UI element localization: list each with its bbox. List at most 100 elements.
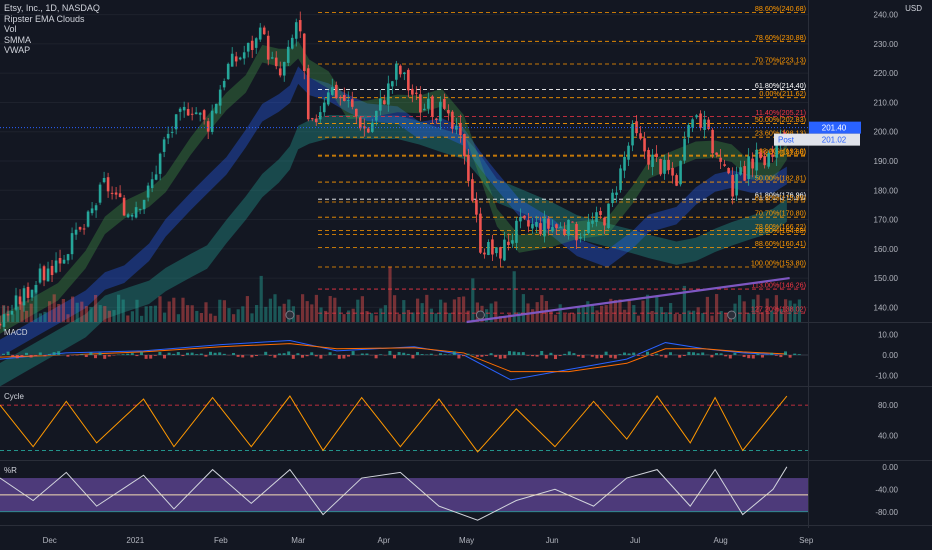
macd-histogram-bar	[278, 353, 281, 355]
post-label: Post	[778, 136, 795, 145]
fib-level-label: 100.00%(153.80)	[751, 258, 806, 267]
candle-body	[94, 205, 98, 211]
macd-histogram-bar	[692, 352, 695, 355]
macd-histogram-bar	[121, 354, 125, 355]
candle-body	[591, 220, 594, 224]
cycle-pane-title[interactable]: Cycle	[4, 392, 25, 401]
macd-histogram-bar	[715, 353, 718, 355]
x-tick-label: Jul	[630, 536, 640, 545]
y-tick-label: 210.00	[874, 98, 899, 107]
wr-pane-title[interactable]: %R	[4, 466, 17, 475]
volume-bar	[328, 296, 332, 322]
candle-body	[551, 226, 554, 232]
macd-histogram-bar	[443, 354, 447, 355]
macd-histogram-bar	[604, 351, 608, 355]
volume-bar	[756, 294, 760, 322]
candle-body	[170, 131, 174, 133]
volume-bar	[784, 299, 788, 322]
macd-histogram-bar	[609, 355, 613, 358]
candle-body	[166, 133, 170, 139]
macd-histogram-bar	[521, 352, 525, 355]
macd-histogram-bar	[650, 355, 654, 356]
candle-body	[475, 199, 478, 215]
x-tick-label: Sep	[799, 536, 814, 545]
macd-histogram-bar	[305, 355, 309, 357]
macd-histogram-bar	[402, 352, 406, 355]
volume-bar	[117, 294, 121, 322]
volume-bar	[494, 301, 498, 322]
macd-histogram-bar	[687, 351, 691, 355]
candle-body	[138, 208, 142, 210]
macd-histogram-bar	[636, 355, 640, 356]
volume-bar	[659, 306, 663, 322]
volume-bar	[457, 296, 461, 322]
volume-bar	[232, 314, 236, 322]
indicator-ema-clouds[interactable]: Ripster EMA Clouds	[4, 13, 85, 24]
macd-histogram-bar	[167, 352, 171, 355]
candle-body	[246, 42, 250, 52]
indicator-vwap[interactable]: VWAP	[4, 45, 31, 55]
candle-body	[695, 115, 698, 118]
macd-histogram-bar	[25, 352, 28, 355]
candle-body	[707, 119, 710, 129]
volume-bar	[370, 313, 374, 322]
volume-bar	[282, 303, 286, 322]
volume-bar	[650, 310, 654, 322]
candle-body	[599, 211, 602, 215]
candle-body	[322, 102, 326, 113]
x-tick-label: Jun	[546, 536, 559, 545]
candle-body	[314, 118, 318, 123]
macd-histogram-bar	[140, 352, 143, 355]
candle-body	[222, 80, 226, 88]
ema-cloud-slow	[0, 115, 787, 387]
volume-bar	[705, 296, 709, 322]
volume-bar	[406, 309, 410, 322]
candle-body	[611, 192, 614, 204]
candle-body	[10, 311, 14, 315]
candle-body	[278, 68, 282, 76]
volume-bar	[595, 310, 599, 322]
macd-histogram-bar	[342, 355, 346, 359]
macd-histogram-bar	[158, 351, 162, 355]
candle-body	[607, 203, 610, 228]
macd-histogram-bar	[172, 353, 176, 355]
last-price-tag: 201.40	[822, 124, 847, 133]
earnings-marker	[475, 310, 485, 320]
indicator-vol[interactable]: Vol	[4, 24, 17, 34]
macd-pane-title[interactable]: MACD	[4, 328, 28, 337]
candle-body	[767, 152, 770, 167]
macd-histogram-bar	[163, 355, 166, 359]
indicator-smma[interactable]: SMMA	[4, 34, 31, 45]
volume-bar	[577, 306, 581, 322]
candle-body	[519, 216, 522, 222]
volume-bar	[57, 303, 61, 322]
macd-histogram-bar	[209, 351, 212, 355]
volume-bar	[213, 315, 217, 322]
macd-histogram-bar	[563, 353, 567, 355]
macd-histogram-bar	[255, 355, 258, 357]
candle-body	[731, 174, 734, 197]
macd-histogram-bar	[664, 355, 668, 358]
macd-histogram-bar	[186, 352, 189, 355]
volume-bar	[558, 304, 562, 322]
volume-bar	[319, 307, 323, 322]
wr-series-line	[0, 466, 788, 521]
currency-label: USD	[905, 4, 922, 13]
symbol-title[interactable]: Etsy, Inc., 1D, NASDAQ	[4, 3, 100, 13]
macd-histogram-bar	[2, 353, 5, 355]
macd-histogram-bar	[6, 351, 10, 355]
last-price-tag-bg	[809, 121, 861, 134]
candle-body	[431, 96, 434, 117]
candle-body	[639, 133, 642, 139]
macd-histogram-bar	[181, 355, 185, 357]
macd-histogram-bar	[590, 355, 594, 357]
candle-body	[567, 219, 570, 236]
volume-bar	[420, 303, 424, 322]
cycle-y-tick: 40.00	[878, 431, 899, 440]
candle-body	[350, 99, 354, 107]
candle-body	[326, 92, 330, 105]
volume-bar	[75, 302, 79, 322]
volume-bar	[84, 306, 88, 322]
macd-histogram-bar	[236, 355, 240, 357]
